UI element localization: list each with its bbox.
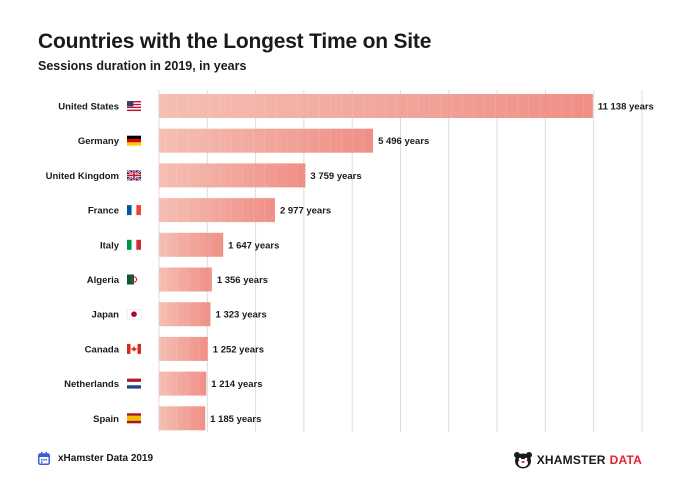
brand-name: XHAMSTER [536,453,606,467]
category-label: Algeria [87,275,120,286]
category-label: Germany [78,136,120,147]
value-label: 1 356 years [217,275,268,286]
category-label: Japan [92,310,120,321]
chart-subtitle: Sessions duration in 2019, in years [38,59,247,73]
value-label: 3 759 years [310,171,361,182]
brand-accent: DATA [609,453,642,467]
value-label: 1 185 years [210,414,261,425]
fr-flag-icon [127,205,141,216]
bar-texture [159,94,593,118]
bar-texture [159,406,206,431]
ca-flag-icon [127,343,141,354]
gb-flag-icon [126,169,142,182]
category-label: United Kingdom [46,171,119,182]
category-label: Spain [93,414,119,425]
bar-texture [159,302,211,327]
bar-texture [159,371,207,396]
bar-texture [159,336,208,361]
value-label: 1 252 years [213,344,264,355]
category-label: Netherlands [64,379,119,390]
bar-texture [159,267,212,292]
bar-texture [159,198,275,223]
bar-texture [159,163,306,188]
dz-flag-icon [127,274,141,285]
value-label: 1 214 years [211,379,262,390]
category-label: Canada [85,344,120,355]
bar-texture [159,128,374,153]
calendar-icon [38,452,50,465]
category-label: Italy [100,240,120,251]
category-label: United States [58,102,119,113]
us-flag-icon [127,101,141,112]
it-flag-icon [127,239,141,250]
value-label: 5 496 years [378,136,429,147]
value-label: 2 977 years [280,206,331,217]
source-text: xHamster Data 2019 [58,453,154,464]
value-label: 1 323 years [216,310,267,321]
value-label: 1 647 years [228,240,279,251]
bars [159,94,593,431]
hamster-logo-icon [513,452,532,469]
source-credit: xHamster Data 2019 [38,452,153,465]
es-flag-icon [127,413,141,424]
chart-title: Countries with the Longest Time on Site [38,30,432,53]
category-labels: 11 138 years United States 5 496 years Germ… [46,101,654,425]
de-flag-icon [127,135,141,146]
jp-flag-icon [126,308,142,320]
brand-logo: XHAMSTER DATA [513,451,642,469]
bar-texture [159,232,224,257]
nl-flag-icon [127,378,141,389]
category-label: France [88,206,119,217]
value-label: 11 138 years [598,102,654,113]
